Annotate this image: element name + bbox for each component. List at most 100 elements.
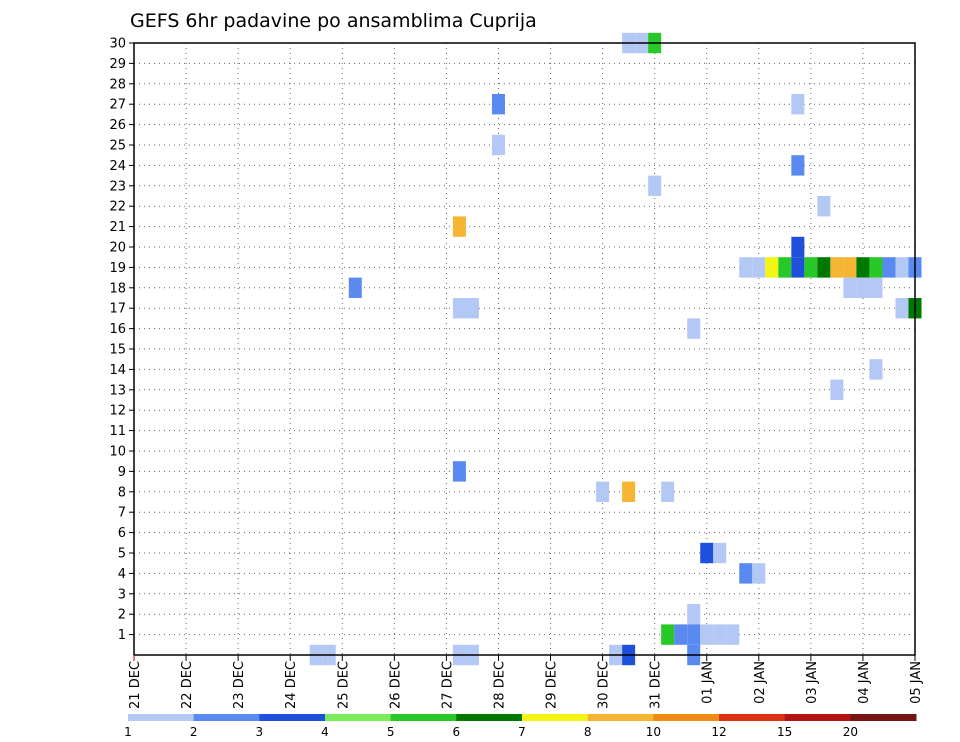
data-cell xyxy=(817,257,831,278)
legend-label: 6 xyxy=(453,725,461,739)
data-cell xyxy=(817,196,831,217)
y-tick-label: 10 xyxy=(109,445,126,460)
data-cell xyxy=(700,542,714,564)
y-tick-label: 24 xyxy=(109,159,126,174)
legend-swatch xyxy=(128,714,195,721)
data-cell xyxy=(804,257,818,278)
legend-swatch xyxy=(719,714,786,721)
x-tick-label: 31 DEC xyxy=(649,661,664,709)
y-tick-label: 2 xyxy=(118,608,126,623)
x-tick-label: 22 DEC xyxy=(180,661,195,709)
data-cell xyxy=(895,298,909,319)
legend-label: 4 xyxy=(321,725,329,739)
data-cell xyxy=(882,257,896,278)
y-tick-label: 9 xyxy=(118,465,126,480)
y-tick-label: 28 xyxy=(109,77,126,92)
data-cell xyxy=(491,134,505,156)
data-cell xyxy=(491,94,505,115)
data-cell xyxy=(713,624,727,645)
data-cells xyxy=(309,32,922,666)
legend-label: 5 xyxy=(387,725,395,739)
data-cell xyxy=(830,257,844,278)
x-tick-label: 03 JAN xyxy=(805,661,820,704)
y-tick-label: 5 xyxy=(118,547,126,562)
x-tick-label: 27 DEC xyxy=(440,661,455,709)
data-cell xyxy=(661,481,675,502)
data-cell xyxy=(843,257,857,278)
data-cell xyxy=(452,461,466,482)
data-cell xyxy=(791,155,805,176)
y-tick-label: 8 xyxy=(118,485,126,500)
data-cell xyxy=(765,257,779,278)
data-cell xyxy=(687,318,701,339)
y-tick-label: 14 xyxy=(109,363,126,378)
y-tick-label: 12 xyxy=(109,404,126,419)
data-cell xyxy=(739,563,753,584)
data-cell xyxy=(622,481,636,502)
data-cell xyxy=(700,624,714,645)
data-cell xyxy=(687,604,701,625)
y-tick-label: 29 xyxy=(109,57,126,72)
y-tick-label: 7 xyxy=(118,506,126,521)
y-tick-label: 1 xyxy=(118,628,126,643)
x-tick-label: 21 DEC xyxy=(128,661,143,709)
data-cell xyxy=(674,624,688,645)
legend-swatch xyxy=(325,714,392,721)
legend-label: 1 xyxy=(124,725,132,739)
x-tick-label: 29 DEC xyxy=(545,661,560,709)
data-cell xyxy=(465,298,479,319)
y-tick-label: 25 xyxy=(109,139,126,154)
data-cell xyxy=(869,277,883,298)
x-tick-label: 30 DEC xyxy=(597,661,612,709)
legend-swatch xyxy=(390,714,457,721)
legend-swatch xyxy=(456,714,523,721)
y-tick-label: 13 xyxy=(109,383,126,398)
x-axis: 21 DEC 22 DEC 23 DEC 24 DEC 25 DEC 26 DEC 27 D… xyxy=(128,655,924,709)
data-cell xyxy=(713,542,727,564)
data-cell xyxy=(856,257,870,278)
data-cell xyxy=(348,277,362,298)
x-tick-label: 23 DEC xyxy=(232,661,247,709)
legend-label: 7 xyxy=(518,725,526,739)
x-tick-label: 01 JAN xyxy=(701,661,716,704)
data-cell xyxy=(452,216,466,237)
y-axis: 1234567891011121314151617181920212223242… xyxy=(109,37,134,643)
y-tick-label: 11 xyxy=(109,424,126,439)
y-tick-label: 20 xyxy=(109,241,126,256)
data-cell xyxy=(752,257,766,278)
y-tick-label: 16 xyxy=(109,322,126,337)
legend-swatch xyxy=(193,714,260,721)
data-cell xyxy=(752,563,766,584)
data-cell xyxy=(869,359,883,380)
data-cell xyxy=(596,481,610,502)
legend-swatch xyxy=(850,714,917,721)
data-cell xyxy=(661,624,675,645)
x-tick-label: 05 JAN xyxy=(909,661,924,704)
chart-title: GEFS 6hr padavine po ansamblima Cuprija xyxy=(130,10,537,32)
y-tick-label: 26 xyxy=(109,118,126,133)
y-tick-label: 17 xyxy=(109,302,126,317)
legend-swatch xyxy=(784,714,851,721)
x-tick-label: 26 DEC xyxy=(388,661,403,709)
data-cell xyxy=(791,257,805,278)
data-cell xyxy=(869,257,883,278)
legend: 1 2 3 4 5 6 7 8 10 12 15 20 xyxy=(124,714,917,739)
y-tick-label: 15 xyxy=(109,343,126,358)
data-cell xyxy=(895,257,909,278)
y-tick-label: 6 xyxy=(118,526,126,541)
legend-swatch xyxy=(259,714,326,721)
grid xyxy=(134,43,915,655)
legend-label: 10 xyxy=(646,725,661,739)
legend-swatch xyxy=(522,714,589,721)
y-tick-label: 19 xyxy=(109,261,126,276)
data-cell xyxy=(726,624,740,645)
x-tick-label: 24 DEC xyxy=(284,661,299,709)
y-tick-label: 22 xyxy=(109,200,126,215)
legend-swatch xyxy=(653,714,720,721)
x-tick-label: 25 DEC xyxy=(336,661,351,709)
data-cell xyxy=(687,624,701,645)
legend-label: 3 xyxy=(256,725,264,739)
y-tick-label: 18 xyxy=(109,281,126,296)
data-cell xyxy=(648,175,662,196)
